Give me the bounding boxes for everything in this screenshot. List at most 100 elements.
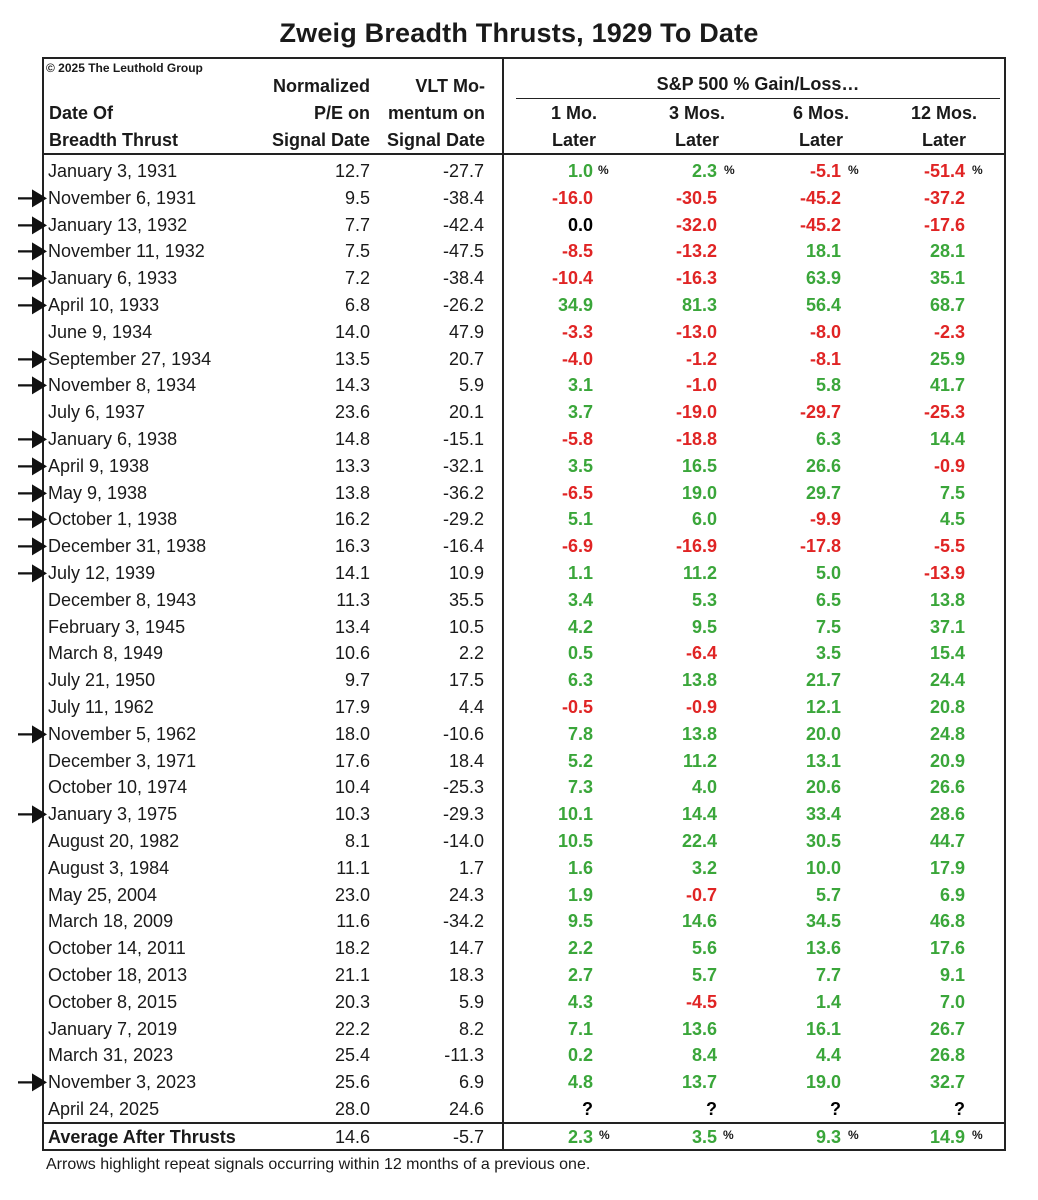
row-3mo: 19.0 bbox=[681, 482, 717, 503]
row-date: January 3, 1931 bbox=[48, 161, 178, 181]
row-6mo: -45.2 bbox=[799, 187, 841, 208]
row-3mo: 11.2 bbox=[682, 563, 717, 583]
row-date: December 8, 1943 bbox=[48, 589, 197, 610]
row-12mo: 17.6 bbox=[929, 938, 965, 959]
row-pe: 11.1 bbox=[336, 857, 370, 878]
row-date: December 31, 1938 bbox=[48, 536, 207, 557]
row-vlt: 20.7 bbox=[448, 348, 484, 369]
row-1mo: 1.1 bbox=[567, 563, 593, 583]
row-vlt: 6.9 bbox=[458, 1072, 484, 1093]
row-12mo: 24.4 bbox=[929, 670, 965, 691]
row-3mo: -6.4 bbox=[685, 643, 717, 664]
row-1mo-pct: % bbox=[598, 163, 609, 177]
row-vlt: -10.6 bbox=[442, 723, 484, 744]
row-date: November 5, 1962 bbox=[48, 723, 197, 744]
row-12mo: 46.8 bbox=[929, 911, 965, 932]
row-1mo: -8.5 bbox=[561, 241, 593, 262]
header-pe: Normalized P/E on Signal Date bbox=[252, 73, 370, 154]
row-1mo: 3.5 bbox=[567, 455, 593, 476]
row-6mo: ? bbox=[830, 1099, 841, 1119]
row-date: February 3, 1945 bbox=[48, 616, 186, 637]
row-3mo: -13.0 bbox=[675, 321, 717, 342]
row-vlt: 35.5 bbox=[448, 589, 484, 610]
row-1mo: 0.2 bbox=[567, 1045, 593, 1066]
row-6mo: 1.4 bbox=[815, 991, 841, 1012]
row-3mo: 8.4 bbox=[691, 1045, 717, 1066]
row-date: January 6, 1933 bbox=[48, 268, 178, 289]
row-vlt: -38.4 bbox=[442, 268, 484, 289]
row-vlt: 24.6 bbox=[448, 1099, 484, 1119]
row-date: January 3, 1975 bbox=[48, 804, 178, 825]
table-title: Zweig Breadth Thrusts, 1929 To Date bbox=[279, 18, 759, 48]
row-date: November 3, 2023 bbox=[48, 1072, 197, 1093]
row-pe: 18.0 bbox=[334, 723, 370, 744]
row-pe: 21.1 bbox=[334, 965, 370, 985]
row-3mo: -0.9 bbox=[685, 697, 717, 717]
row-vlt: -15.1 bbox=[442, 429, 484, 449]
repeat-signal-arrow-icon bbox=[18, 269, 47, 288]
row-12mo: 41.7 bbox=[929, 375, 965, 396]
row-12mo: 35.1 bbox=[929, 268, 965, 289]
row-pe: 16.3 bbox=[334, 536, 370, 557]
row-6mo: -17.8 bbox=[799, 536, 841, 557]
row-12mo: 26.6 bbox=[929, 777, 965, 798]
header-1mo-line-2: Later bbox=[551, 130, 596, 150]
header-12mo-line-1: 12 Mos. bbox=[910, 103, 978, 123]
row-pe: 14.1 bbox=[334, 563, 370, 583]
row-date: June 9, 1934 bbox=[48, 321, 153, 342]
average-3mo-pct: % bbox=[723, 1128, 734, 1142]
row-1mo: -10.4 bbox=[551, 268, 593, 289]
average-divider bbox=[42, 1122, 1006, 1124]
row-1mo: -6.9 bbox=[561, 536, 593, 557]
row-vlt: -27.7 bbox=[442, 161, 484, 181]
row-1mo: 0.0 bbox=[567, 214, 593, 235]
row-pe: 11.3 bbox=[336, 589, 370, 610]
row-6mo: 16.1 bbox=[805, 1018, 841, 1039]
average-pe: 14.6 bbox=[334, 1127, 370, 1147]
row-12mo: 37.1 bbox=[929, 616, 965, 637]
row-1mo: -6.5 bbox=[561, 482, 593, 503]
header-pe-line-3: Signal Date bbox=[271, 130, 370, 150]
row-date: October 1, 1938 bbox=[48, 509, 178, 530]
row-1mo: 10.1 bbox=[557, 804, 593, 825]
row-6mo: 6.5 bbox=[815, 589, 841, 610]
row-vlt: 10.9 bbox=[448, 563, 484, 583]
row-date: July 6, 1937 bbox=[48, 402, 146, 423]
row-vlt: -29.3 bbox=[442, 804, 484, 825]
header-6mo-line-2: Later bbox=[798, 130, 843, 150]
row-pe: 10.3 bbox=[334, 804, 370, 825]
row-3mo: 14.4 bbox=[681, 804, 717, 825]
header-date-line-2: Breadth Thrust bbox=[49, 130, 179, 150]
row-12mo: -0.9 bbox=[933, 455, 965, 476]
row-vlt: 18.4 bbox=[448, 750, 484, 771]
average-label: Average After Thrusts bbox=[48, 1127, 236, 1147]
row-12mo: 14.4 bbox=[929, 429, 965, 449]
row-date: January 7, 2019 bbox=[48, 1018, 178, 1039]
group-underline bbox=[516, 98, 1000, 99]
row-pe: 25.6 bbox=[334, 1072, 370, 1093]
row-date: April 24, 2025 bbox=[48, 1099, 160, 1119]
average-1mo: 2.3 bbox=[567, 1127, 593, 1147]
row-3mo: 6.0 bbox=[691, 509, 717, 530]
row-6mo: 5.7 bbox=[815, 884, 841, 905]
average-3mo: 3.5 bbox=[691, 1127, 717, 1147]
row-1mo: 5.2 bbox=[567, 750, 593, 771]
row-12mo: -51.4 bbox=[923, 161, 965, 181]
repeat-signal-arrow-icon bbox=[18, 376, 47, 395]
row-date: August 20, 1982 bbox=[48, 831, 180, 851]
repeat-signal-arrow-icon bbox=[18, 189, 47, 208]
row-vlt: -16.4 bbox=[442, 536, 484, 557]
row-6mo: 56.4 bbox=[805, 295, 841, 315]
row-date: October 10, 1974 bbox=[48, 777, 188, 798]
row-1mo: -5.8 bbox=[561, 429, 593, 449]
row-pe: 9.5 bbox=[344, 187, 370, 208]
average-vlt: -5.7 bbox=[452, 1127, 484, 1147]
row-date: January 6, 1938 bbox=[48, 429, 178, 449]
row-pe: 20.3 bbox=[334, 991, 370, 1012]
row-12mo: -13.9 bbox=[923, 563, 965, 583]
row-3mo: 13.6 bbox=[681, 1018, 717, 1039]
header-3mo: 3 Mos. Later bbox=[638, 100, 756, 154]
header-12mo-line-2: Later bbox=[921, 130, 966, 150]
row-vlt: -25.3 bbox=[442, 777, 484, 798]
header-1mo: 1 Mo. Later bbox=[515, 100, 633, 154]
